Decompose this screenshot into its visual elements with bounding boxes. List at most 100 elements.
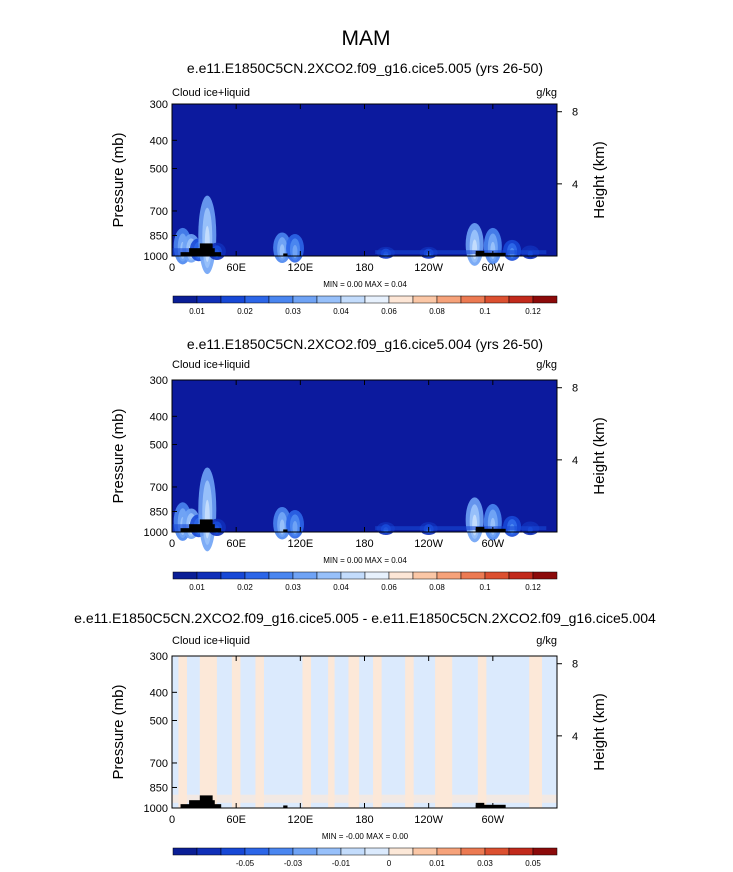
y-axis-right-label: Height (km) [591, 141, 608, 219]
y-tick-label: 500 [150, 715, 168, 727]
colorbar-swatch [460, 847, 486, 856]
y-right-tick-label: 8 [572, 383, 578, 395]
positive-anomaly-band [255, 656, 264, 808]
colorbar-label: 0.08 [429, 307, 445, 316]
colorbar-label: 0.03 [477, 859, 493, 868]
colorbar-label: 0.12 [525, 307, 541, 316]
colorbar-swatch [172, 571, 198, 580]
colorbar-swatch [436, 571, 462, 580]
y-right-tick-label: 8 [572, 659, 578, 671]
x-tick-label: 120E [287, 538, 313, 550]
colorbar-swatch [244, 571, 270, 580]
colorbar: 0.01 0.02 0.03 0.04 0.06 0.08 0.1 0.12 [172, 295, 558, 316]
topography [199, 243, 213, 256]
y-right-tick-label: 4 [572, 455, 578, 467]
colorbar-label: 0.02 [237, 583, 253, 592]
topography [475, 802, 485, 808]
colorbar-label: 0.05 [525, 859, 541, 868]
colorbar-swatch [388, 295, 414, 304]
x-tick-label: 180 [355, 538, 373, 550]
y-tick-label: 850 [150, 506, 168, 518]
variable-label: Cloud ice+liquid [172, 359, 250, 371]
topography [199, 795, 213, 808]
axes: 0 60E 120E 180 120W 60W 300 400 500 700 850 1000 8 4 [144, 651, 579, 826]
x-tick-label: 120E [287, 262, 313, 274]
colorbar-swatch [532, 295, 558, 304]
x-tick-label: 180 [355, 262, 373, 274]
colorbar-swatch [244, 847, 270, 856]
colorbar-swatch [388, 847, 414, 856]
colorbar-swatch [268, 847, 294, 856]
axes: 0 60E 120E 180 120W 60W 300 400 500 700 850 1000 8 4 [144, 375, 579, 550]
positive-anomaly-band [172, 794, 557, 803]
contour-plot [172, 104, 557, 275]
colorbar-label: 0.04 [333, 307, 349, 316]
min-max-stats: MIN = 0.00 MAX = 0.04 [323, 280, 407, 289]
y-axis-label: Pressure (mb) [110, 132, 127, 227]
contour-plot [172, 380, 557, 552]
colorbar-swatch [196, 571, 222, 580]
contour-feature [292, 244, 298, 259]
positive-anomaly-band [178, 656, 187, 808]
positive-anomaly-band [529, 656, 543, 808]
colorbar-swatch [268, 295, 294, 304]
x-tick-label: 60E [226, 814, 246, 826]
axes: 0 60E 120E 180 120W 60W 300 400 500 700 850 1000 8 4 [144, 99, 579, 274]
positive-anomaly-band [302, 656, 312, 808]
colorbar-swatch [172, 295, 198, 304]
y-tick-label: 1000 [144, 527, 168, 539]
colorbar-swatch [436, 295, 462, 304]
colorbar-swatch [220, 295, 246, 304]
colorbar-swatch [508, 847, 534, 856]
colorbar-swatch [220, 847, 246, 856]
colorbar-swatch [340, 571, 366, 580]
y-axis-right-label: Height (km) [591, 417, 608, 495]
colorbar-swatch [364, 847, 390, 856]
x-tick-label: 0 [169, 262, 175, 274]
topography [283, 805, 288, 808]
colorbar: 0.01 0.02 0.03 0.04 0.06 0.08 0.1 0.12 [172, 571, 558, 592]
colorbar-label: 0.03 [285, 583, 301, 592]
variable-label: Cloud ice+liquid [172, 87, 250, 99]
colorbar-swatch [340, 295, 366, 304]
x-tick-label: 120W [414, 538, 443, 550]
y-right-tick-label: 8 [572, 107, 578, 119]
figure-title: MAM [342, 27, 391, 50]
topography [475, 252, 506, 256]
contour-feature [375, 526, 547, 531]
positive-anomaly-band [231, 656, 241, 808]
panel-title: e.e11.E1850C5CN.2XCO2.f09_g16.cice5.005 … [187, 60, 543, 76]
colorbar-swatch [196, 847, 222, 856]
y-tick-label: 400 [150, 411, 168, 423]
colorbar-label: 0.01 [429, 859, 445, 868]
x-tick-label: 0 [169, 538, 175, 550]
field-background [172, 656, 557, 808]
colorbar-label: 0.12 [525, 583, 541, 592]
colorbar-swatch [220, 571, 246, 580]
colorbar-label: 0.06 [381, 583, 397, 592]
field-background [172, 380, 557, 532]
colorbar-swatch [292, 571, 318, 580]
colorbar-swatch [532, 847, 558, 856]
colorbar-swatch [460, 571, 486, 580]
y-tick-label: 300 [150, 375, 168, 387]
x-tick-label: 180 [355, 814, 373, 826]
x-tick-label: 60W [482, 538, 505, 550]
units-label: g/kg [536, 359, 557, 371]
topography [475, 804, 506, 808]
colorbar-swatch [292, 847, 318, 856]
x-tick-label: 60E [226, 262, 246, 274]
x-tick-label: 0 [169, 814, 175, 826]
y-tick-label: 300 [150, 651, 168, 663]
colorbar-swatch [412, 295, 438, 304]
colorbar-label: 0.1 [479, 583, 491, 592]
x-tick-label: 60W [482, 262, 505, 274]
topography [475, 526, 485, 532]
colorbar-label: 0.04 [333, 583, 349, 592]
colorbar-label: 0.06 [381, 307, 397, 316]
colorbar-swatch [508, 571, 534, 580]
y-tick-label: 700 [150, 482, 168, 494]
colorbar-label: -0.05 [236, 859, 255, 868]
colorbar-swatch [508, 295, 534, 304]
